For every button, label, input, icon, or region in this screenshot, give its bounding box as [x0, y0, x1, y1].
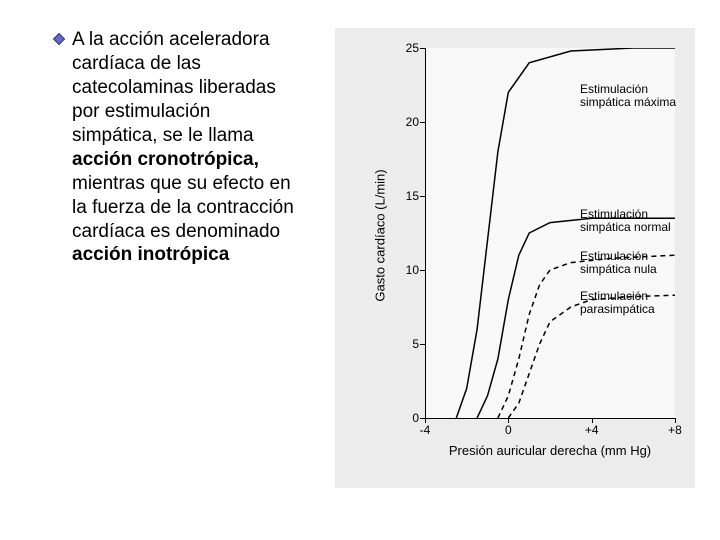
- bullet-item: A la acción aceleradora cardíaca de las …: [52, 28, 295, 267]
- series-label: Estimulaciónsimpática máxima: [580, 83, 676, 109]
- y-tick: [420, 196, 425, 197]
- series-label: Estimulaciónsimpática normal: [580, 208, 671, 234]
- y-tick: [420, 48, 425, 49]
- text-part-2: mientras que su efecto en la fuerza de l…: [72, 173, 294, 242]
- cardiac-output-chart: Gasto cardíaco (L/min) Presión auricular…: [335, 28, 695, 488]
- y-tick-label: 15: [391, 189, 419, 203]
- y-tick: [420, 344, 425, 345]
- text-bold-2: acción inotrópica: [72, 244, 229, 265]
- series-label: Estimulaciónsimpática nula: [580, 250, 657, 276]
- series-curve: [498, 255, 675, 418]
- y-tick-label: 5: [391, 337, 419, 351]
- y-tick: [420, 122, 425, 123]
- text-part-1: A la acción aceleradora cardíaca de las …: [72, 29, 276, 146]
- x-axis-label: Presión auricular derecha (mm Hg): [425, 443, 675, 458]
- y-tick-label: 25: [391, 41, 419, 55]
- bullet-text: A la acción aceleradora cardíaca de las …: [72, 28, 295, 267]
- x-tick-label: 0: [488, 423, 528, 437]
- series-label: Estimulaciónparasimpática: [580, 290, 655, 316]
- x-axis: [425, 418, 675, 419]
- x-tick-label: +8: [655, 423, 695, 437]
- x-tick-label: -4: [405, 423, 445, 437]
- y-tick-label: 10: [391, 263, 419, 277]
- text-bold-1: acción cronotrópica,: [72, 149, 259, 170]
- y-axis-label: Gasto cardíaco (L/min): [373, 136, 388, 336]
- x-tick-label: +4: [572, 423, 612, 437]
- y-tick: [420, 270, 425, 271]
- chart-column: Gasto cardíaco (L/min) Presión auricular…: [305, 0, 720, 540]
- y-tick-label: 20: [391, 115, 419, 129]
- text-column: A la acción aceleradora cardíaca de las …: [0, 0, 305, 540]
- diamond-bullet-icon: [52, 32, 66, 51]
